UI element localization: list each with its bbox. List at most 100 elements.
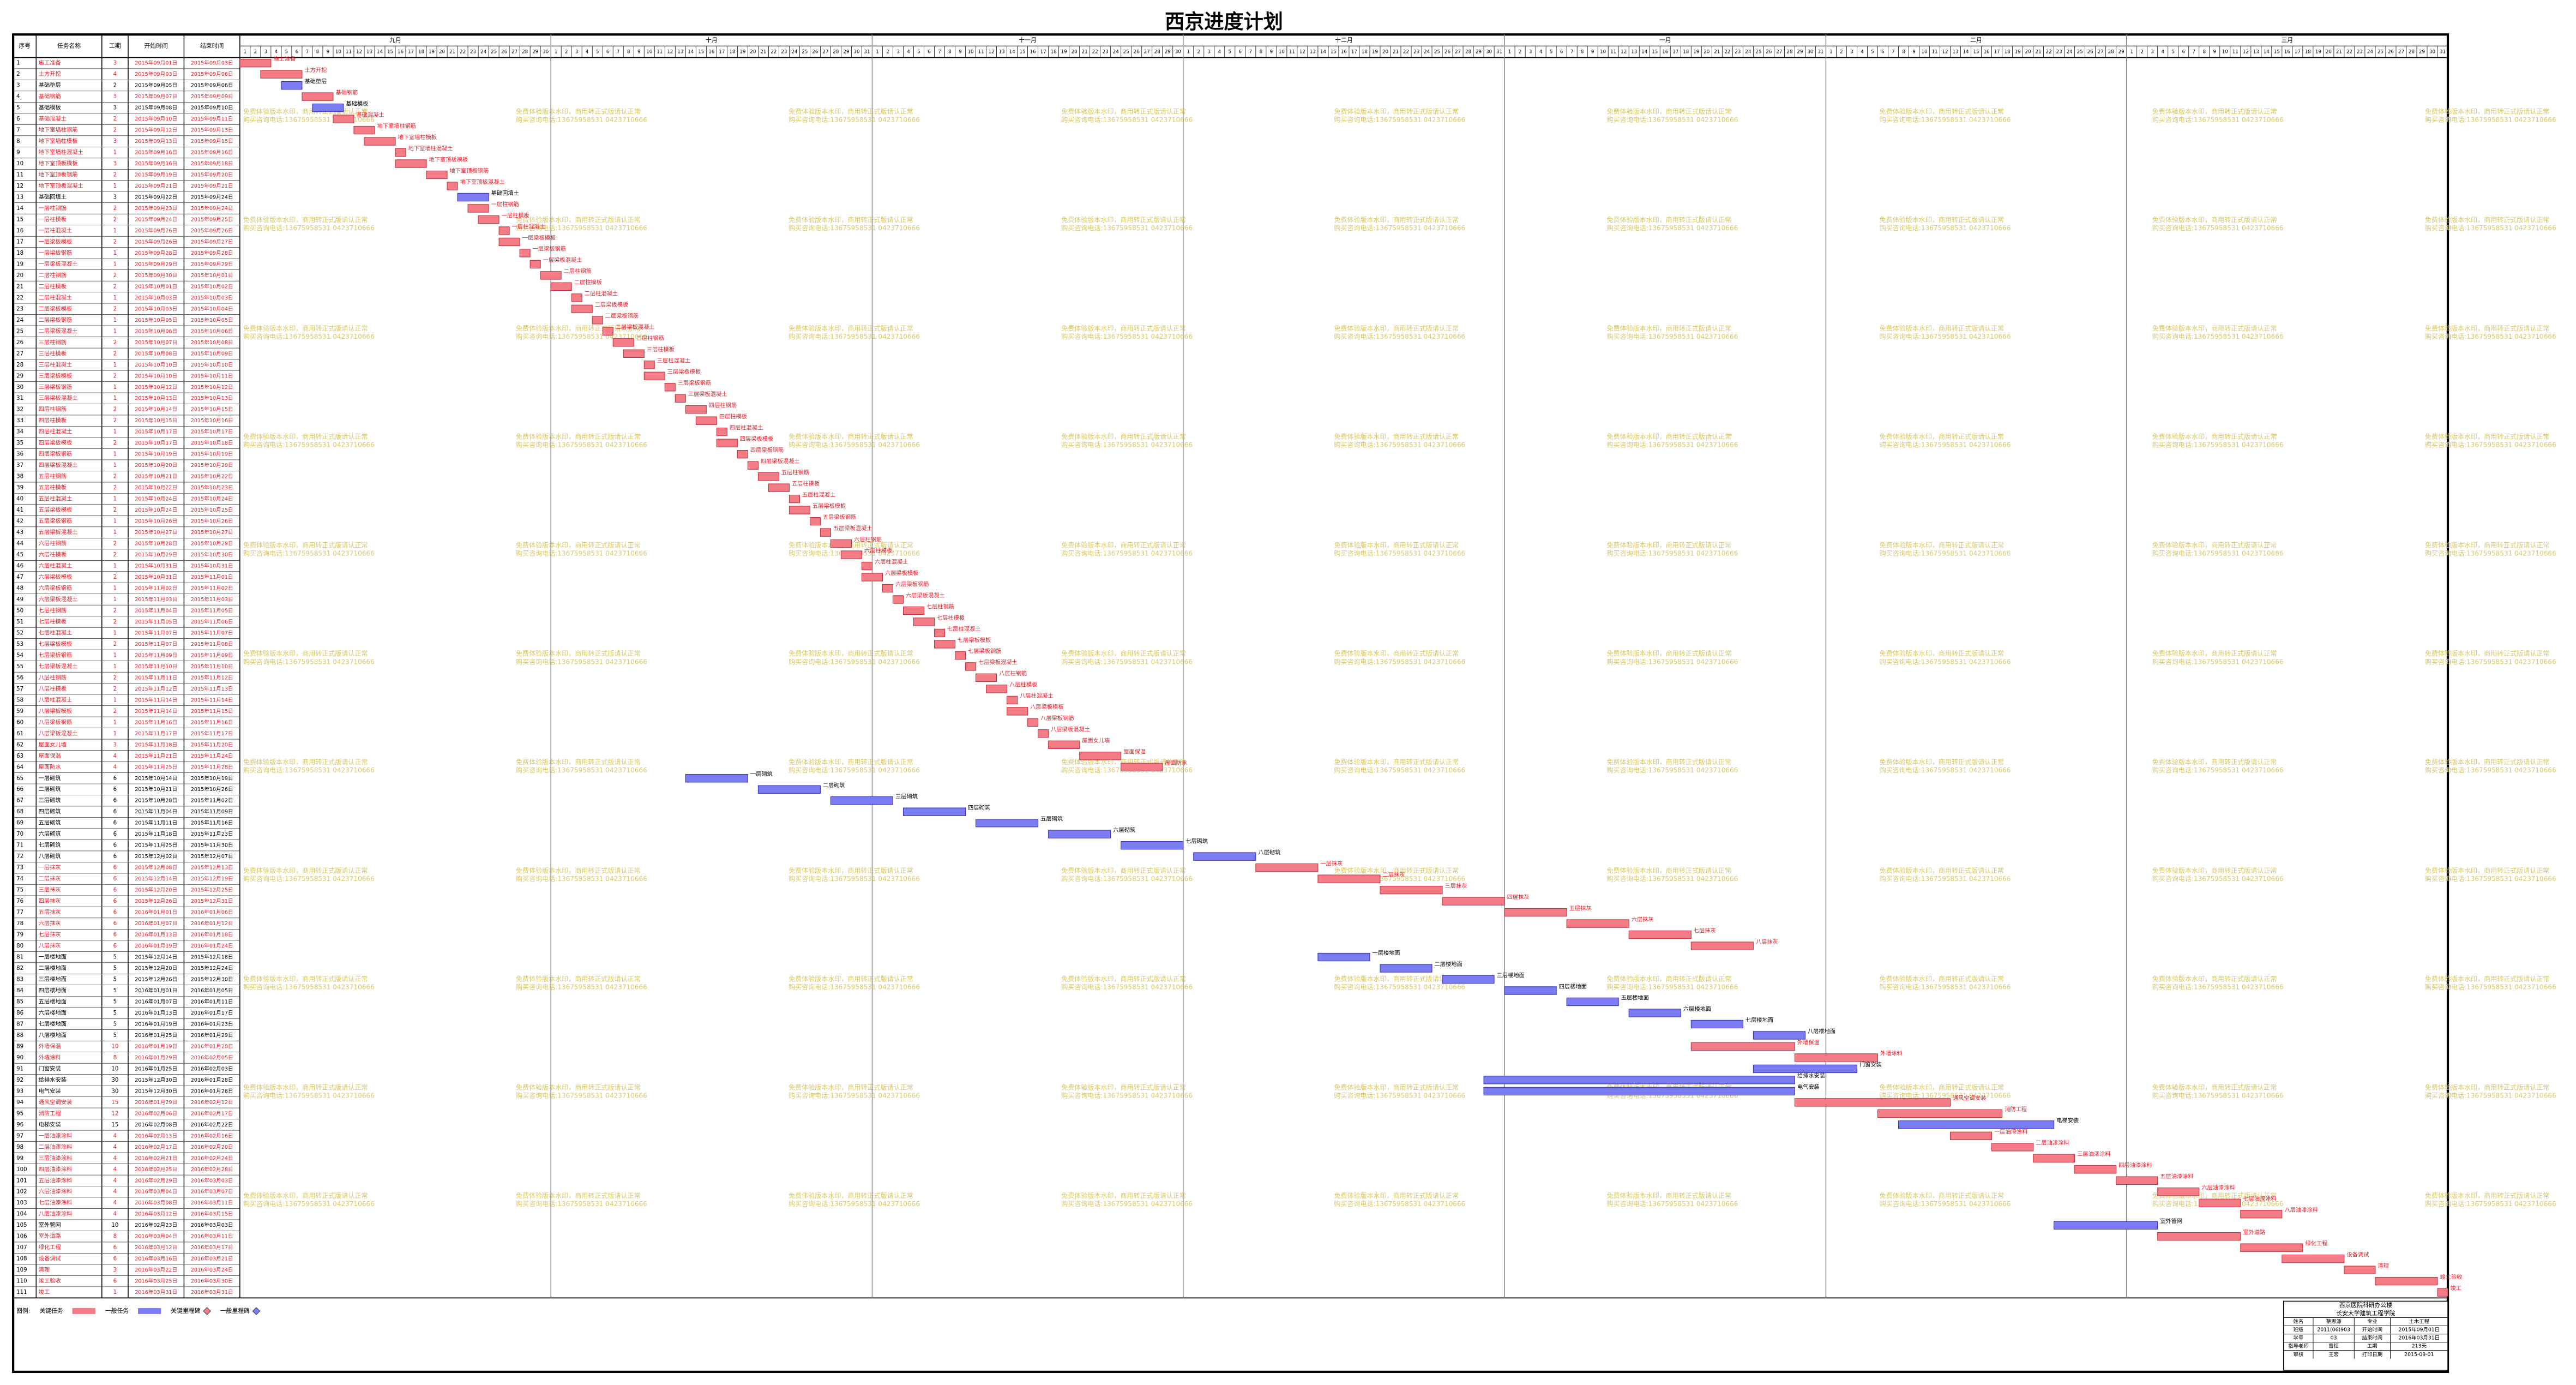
bar-label: 电气安装 — [1797, 1083, 1820, 1090]
task-bar — [965, 662, 977, 671]
task-table: 序号 任务名称 工期 开始时间 结束时间 1 施工准备 3 2015年09月01日 2015年09… — [16, 41, 233, 1296]
cell-name: 通风空调安装 — [39, 1099, 72, 1106]
cell-number: 80 — [16, 943, 23, 949]
cell-number: 62 — [16, 741, 23, 748]
day-label: 3 — [575, 49, 579, 55]
cell-name: 八层柱混凝土 — [39, 696, 72, 703]
day-label: 8 — [316, 49, 320, 55]
bar-label: 三层梁板模板 — [667, 368, 701, 375]
day-label: 1 — [555, 49, 558, 55]
watermark: 免费体验版本水印，商用转正式版请认正常 — [243, 215, 368, 224]
cell-number: 73 — [16, 865, 23, 871]
cell-duration: 1 — [113, 317, 117, 323]
cell-name: 八层楼地面 — [39, 1032, 67, 1039]
watermark: 免费体验版本水印，商用转正式版请认正常 — [2152, 758, 2277, 766]
watermark: 免费体验版本水印，商用转正式版请认正常 — [1061, 866, 1186, 874]
cell-number: 91 — [16, 1065, 23, 1072]
watermark: 购买咨询电话:13675958531 0423710666 — [789, 1091, 920, 1099]
day-label: 5 — [1229, 49, 1232, 55]
day-label: 25 — [1755, 49, 1761, 55]
cell-number: 22 — [16, 295, 23, 301]
cell-start: 2015年11月16日 — [135, 719, 177, 726]
cell-name: 三层抹灰 — [39, 886, 61, 894]
bar-label: 基础混凝土 — [356, 111, 384, 118]
day-label: 10 — [1921, 49, 1927, 55]
cell-duration: 2 — [113, 484, 117, 491]
cell-duration: 6 — [113, 808, 117, 815]
cell-duration: 5 — [113, 954, 117, 961]
bar-label: 八层砌筑 — [1258, 849, 1280, 856]
cell-number: 101 — [16, 1177, 27, 1184]
chart-title: 西京进度计划 — [1165, 10, 1283, 33]
cell-end: 2015年12月07日 — [191, 853, 233, 860]
day-label: 29 — [1165, 49, 1171, 55]
day-label: 12 — [2243, 49, 2249, 55]
cell-duration: 2 — [113, 541, 117, 547]
cell-end: 2015年11月09日 — [191, 652, 233, 658]
cell-duration: 6 — [113, 920, 117, 927]
bar-label: 三层楼地面 — [1497, 972, 1525, 979]
task-bar — [1007, 696, 1018, 705]
cell-duration: 4 — [113, 1189, 117, 1195]
watermark: 购买咨询电话:13675958531 0423710666 — [516, 224, 647, 232]
cell-end: 2015年11月20日 — [191, 741, 233, 748]
task-bar — [1317, 874, 1381, 883]
day-label: 6 — [1560, 49, 1563, 55]
day-label: 4 — [1861, 49, 1864, 55]
task-bar — [830, 539, 852, 548]
day-label: 2 — [1840, 49, 1843, 55]
day-label: 17 — [1994, 49, 2000, 55]
cell-duration: 6 — [113, 820, 117, 826]
watermark: 购买咨询电话:13675958531 0423710666 — [1061, 224, 1193, 232]
watermark: 购买咨询电话:13675958531 0423710666 — [2425, 224, 2556, 232]
cell-duration: 5 — [113, 1021, 117, 1027]
cell-number: 49 — [16, 596, 23, 603]
month-label: 十一月 — [1019, 36, 1036, 44]
cell-start: 2015年09月24日 — [135, 216, 177, 223]
cell-duration: 2 — [113, 708, 117, 715]
cell-duration: 4 — [113, 1211, 117, 1218]
watermark: 免费体验版本水印，商用转正式版请认正常 — [1061, 1191, 1186, 1200]
bar-label: 七层油漆涂料 — [2243, 1195, 2276, 1202]
watermark: 免费体验版本水印，商用转正式版请认正常 — [1334, 866, 1459, 874]
cell-number: 61 — [16, 730, 23, 737]
cell-start: 2015年10月15日 — [135, 417, 177, 424]
cell-name: 地下室墙柱模板 — [39, 137, 78, 145]
watermark: 免费体验版本水印，商用转正式版请认正常 — [2425, 433, 2550, 441]
day-label: 27 — [2098, 49, 2104, 55]
month-label: 九月 — [389, 37, 401, 44]
watermark: 免费体验版本水印，商用转正式版请认正常 — [1880, 1191, 2005, 1200]
watermark: 购买咨询电话:13675958531 0423710666 — [2152, 332, 2284, 340]
bar-label: 竣工验收 — [2440, 1273, 2463, 1280]
day-label: 15 — [1020, 49, 1026, 55]
cell-number: 65 — [16, 775, 23, 782]
watermark: 免费体验版本水印，商用转正式版请认正常 — [516, 1083, 641, 1091]
cell-end: 2015年10月22日 — [191, 473, 233, 480]
watermark: 免费体验版本水印，商用转正式版请认正常 — [789, 866, 913, 874]
day-label: 16 — [1984, 49, 1990, 55]
day-label: 16 — [398, 49, 404, 55]
day-label: 7 — [306, 49, 309, 55]
bar-label: 基础钢筋 — [335, 89, 358, 96]
cell-duration: 6 — [113, 909, 117, 916]
cell-duration: 4 — [113, 753, 117, 759]
cell-end: 2015年10月05日 — [191, 317, 233, 323]
watermark: 免费体验版本水印，商用转正式版请认正常 — [1334, 215, 1459, 224]
day-label: 21 — [2336, 49, 2342, 55]
bar-label: 六层柱钢筋 — [854, 536, 882, 543]
task-bar — [447, 182, 458, 190]
cell-end: 2015年11月03日 — [191, 596, 233, 603]
bar-label: 五层梁板钢筋 — [823, 513, 856, 520]
cell-end: 2015年09月06日 — [191, 82, 233, 89]
bar-label: 四层柱模板 — [719, 413, 747, 420]
cell-name: 一层柱模板 — [39, 215, 67, 223]
cell-name: 二层抹灰 — [39, 875, 61, 882]
task-bar — [882, 584, 894, 593]
task-bar — [498, 237, 520, 247]
cell-name: 三层柱钢筋 — [39, 339, 67, 346]
bar-label: 外墙涂料 — [1880, 1050, 1903, 1057]
day-label: 22 — [2046, 49, 2052, 55]
watermark: 购买咨询电话:13675958531 0423710666 — [1334, 332, 1465, 340]
watermark: 免费体验版本水印，商用转正式版请认正常 — [243, 1191, 368, 1200]
watermark: 购买咨询电话:13675958531 0423710666 — [243, 1200, 375, 1208]
